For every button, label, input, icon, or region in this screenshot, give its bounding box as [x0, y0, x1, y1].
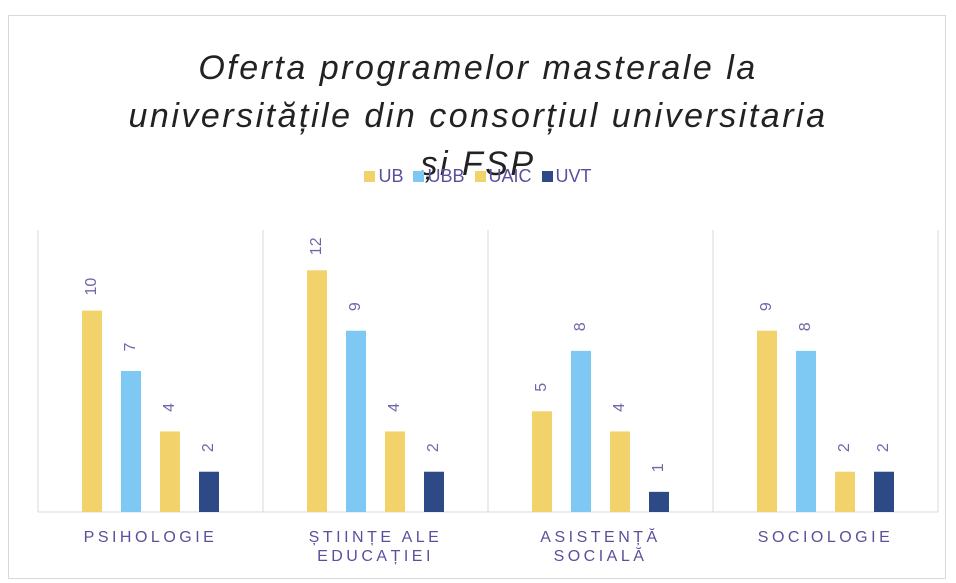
legend-item: UAIC [474, 166, 532, 187]
legend-swatch [364, 171, 376, 182]
bar [346, 330, 366, 512]
bar [757, 330, 777, 512]
bar [532, 411, 552, 512]
value-label: 9 [758, 302, 775, 311]
x-tick-label: PSIHOLOGIE [83, 529, 218, 546]
value-label: 2 [425, 443, 442, 452]
bar [874, 471, 894, 512]
value-label: 5 [533, 383, 550, 392]
legend: UB UBB UAIC UVT [0, 166, 956, 187]
legend-label: UBB [427, 166, 465, 186]
value-label: 4 [611, 403, 628, 412]
value-label: 8 [797, 322, 814, 331]
value-label: 2 [836, 443, 853, 452]
value-label: 12 [308, 237, 325, 255]
legend-label: UB [378, 166, 404, 186]
legend-item: UB [364, 166, 403, 187]
bar [385, 431, 405, 512]
bar [82, 310, 102, 512]
value-label: 2 [875, 443, 892, 452]
value-label: 4 [161, 403, 178, 412]
value-label: 2 [200, 443, 217, 452]
bar [424, 471, 444, 512]
bar [610, 431, 630, 512]
x-tick-label: SOCIOLOGIE [757, 529, 894, 546]
value-label: 10 [83, 278, 100, 296]
bar [307, 270, 327, 512]
bar [160, 431, 180, 512]
legend-swatch [541, 171, 553, 182]
bar [571, 350, 591, 512]
bar [796, 350, 816, 512]
value-label: 9 [347, 302, 364, 311]
bar [199, 471, 219, 512]
value-label: 8 [572, 322, 589, 331]
value-label: 4 [386, 403, 403, 412]
x-tick-label: ASISTENȚĂ SOCIALĂ [540, 529, 661, 565]
chart-border [8, 15, 946, 579]
legend-swatch [413, 171, 425, 182]
legend-item: UVT [541, 166, 592, 187]
value-label: 1 [650, 463, 667, 472]
legend-swatch [474, 171, 486, 182]
bar [649, 491, 669, 512]
legend-label: UAIC [488, 166, 532, 186]
legend-item: UBB [413, 166, 465, 187]
bar [121, 371, 141, 512]
legend-label: UVT [555, 166, 592, 186]
x-tick-label: ȘTIINȚE ALE EDUCAȚIEI [308, 529, 443, 565]
bar [835, 471, 855, 512]
chart-title: Oferta programelor masterale la universi… [128, 49, 828, 183]
value-label: 7 [122, 342, 139, 351]
